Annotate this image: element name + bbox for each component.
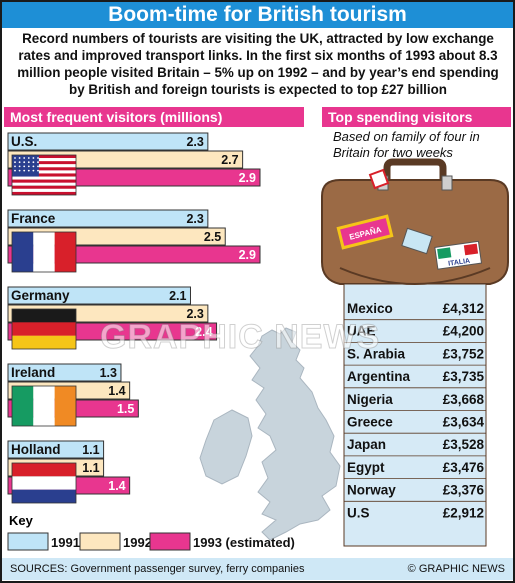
sticker-espana: ESPAÑA (336, 214, 394, 250)
suitcase-handle (383, 158, 447, 182)
table-country: Norway (347, 483, 396, 498)
table-country: UAE (347, 324, 376, 339)
key-swatch (7, 532, 49, 551)
table-row: Mexico £4,312 (347, 301, 484, 316)
right-subheading: Based on family of four in Britain for t… (333, 129, 480, 160)
bar-germany-1991 (7, 286, 191, 305)
bar-value-france-1992: 2.5 (204, 230, 221, 244)
table-country: S. Arabia (347, 346, 406, 361)
category-label-france: France (11, 211, 56, 226)
table-country: Argentina (347, 369, 410, 384)
uk-map (199, 327, 341, 541)
spending-table: Mexico £4,312 UAE £4,200 S. Arabia £3,752 Arge… (344, 301, 486, 520)
us-flag (11, 154, 77, 196)
right-heading: Top spending visitors (322, 107, 511, 127)
sticker-italia-text: ITALIA (448, 258, 471, 268)
bar-value-germany-1993-estimated: 2.4 (195, 325, 212, 339)
suitcase-lid-curve (339, 267, 491, 285)
france-flag (11, 231, 77, 273)
bar-value-france-1991: 2.3 (186, 212, 203, 226)
flags (11, 154, 77, 504)
table-row: U.S £2,912 (344, 500, 486, 520)
table-row: Egypt £3,476 (344, 455, 486, 475)
ireland-flag (11, 385, 77, 427)
left-heading: Most frequent visitors (millions) (4, 107, 304, 127)
category-label-ireland: Ireland (11, 365, 55, 380)
bar-value-holland-1993-estimated: 1.4 (108, 479, 125, 493)
luggage-tag (368, 168, 390, 190)
table-value: £3,668 (443, 392, 485, 407)
table-row: S. Arabia £3,752 (344, 341, 486, 361)
key-swatch (79, 532, 121, 551)
table-country: U.S (347, 505, 370, 520)
great-britain-shape (249, 327, 341, 541)
bar-holland-1991 (7, 440, 105, 459)
bar-france-1991 (7, 209, 209, 228)
key-item-1992: 1992 (79, 532, 152, 551)
table-country: Japan (347, 437, 386, 452)
bar-ireland-1991 (7, 363, 122, 382)
bar-u-s-1991 (7, 132, 209, 151)
table-value: £4,200 (443, 324, 484, 339)
bar-value-germany-1992: 2.3 (186, 307, 203, 321)
key-item-1991: 1991 (7, 532, 80, 551)
category-label-germany: Germany (11, 288, 70, 303)
intro-text: Record numbers of tourists are visiting … (17, 31, 499, 97)
bar-value-u-s-1991: 2.3 (186, 135, 203, 149)
sticker-blank (401, 227, 433, 255)
suitcase-illustration: ESPAÑA ITALIA (321, 158, 509, 547)
table-row: Japan £3,528 (344, 432, 486, 452)
table-value: £3,634 (443, 415, 485, 430)
bar-value-u-s-1992: 2.7 (221, 153, 238, 167)
key-text: 1991 (51, 535, 80, 550)
key-text: 1993 (estimated) (193, 535, 295, 550)
table-row: Norway £3,376 (344, 478, 486, 498)
table-row: UAE £4,200 (344, 319, 486, 339)
table-value: £3,752 (443, 346, 484, 361)
sources-text: SOURCES: Government passenger survey, fe… (10, 563, 305, 575)
table-row: Argentina £3,735 (344, 364, 486, 384)
credit-text: © GRAPHIC NEWS (407, 563, 505, 575)
table-row: Nigeria £3,668 (344, 387, 486, 407)
bar-value-u-s-1993-estimated: 2.9 (239, 171, 256, 185)
key-legend: 1991 1992 1993 (estimated) (7, 532, 295, 551)
ireland-shape (199, 409, 253, 485)
category-label-holland: Holland (11, 442, 61, 457)
sticker-italia: ITALIA (434, 240, 483, 270)
bar-value-france-1993-estimated: 2.9 (239, 248, 256, 262)
table-value: £3,476 (443, 460, 485, 475)
category-label-u-s: U.S. (11, 134, 37, 149)
bar-value-holland-1991: 1.1 (82, 443, 99, 457)
key-title: Key (9, 513, 33, 528)
holland-flag (11, 462, 77, 504)
bar-value-ireland-1993-estimated: 1.5 (117, 402, 134, 416)
bar-value-ireland-1992: 1.4 (108, 384, 125, 398)
table-value: £2,912 (443, 505, 484, 520)
table-row: Greece £3,634 (344, 410, 486, 430)
footer: SOURCES: Government passenger survey, fe… (2, 558, 513, 580)
table-value: £3,376 (443, 483, 485, 498)
table-country: Mexico (347, 301, 393, 316)
key-item-1993-estimated: 1993 (estimated) (149, 532, 295, 551)
table-country: Nigeria (347, 392, 393, 407)
bar-value-holland-1992: 1.1 (82, 461, 99, 475)
table-country: Greece (347, 415, 393, 430)
table-country: Egypt (347, 460, 385, 475)
key-swatch (149, 532, 191, 551)
table-value: £3,528 (443, 437, 485, 452)
page-title: Boom-time for British tourism (2, 2, 513, 28)
bar-value-germany-1991: 2.1 (169, 289, 186, 303)
bar-value-ireland-1991: 1.3 (100, 366, 117, 380)
receipt-paper (343, 283, 487, 547)
table-value: £3,735 (443, 369, 485, 384)
watermark: GRAPHIC NEWS (99, 318, 381, 357)
germany-flag (11, 308, 77, 350)
key-text: 1992 (123, 535, 152, 550)
suitcase-clasp-right (441, 175, 453, 191)
table-value: £4,312 (443, 301, 484, 316)
